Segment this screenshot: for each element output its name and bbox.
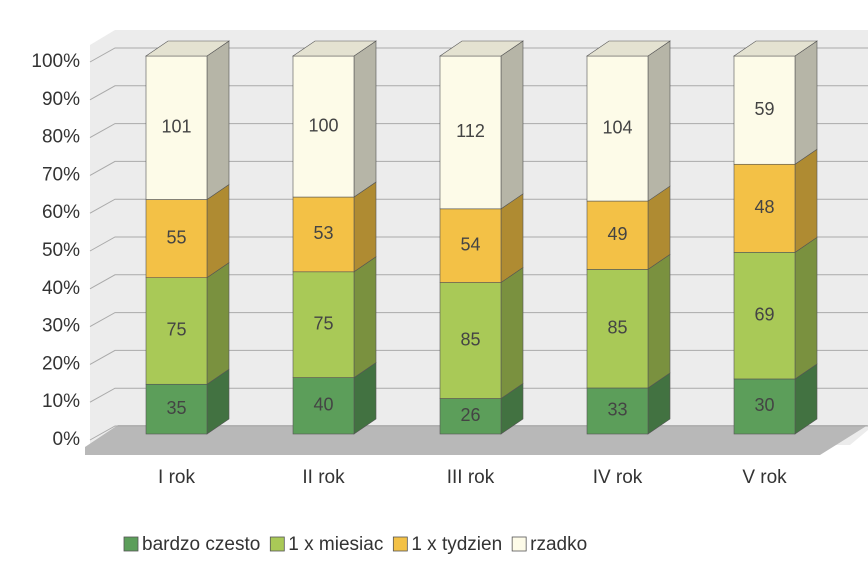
x-tick-label: I rok [158,467,195,488]
bar [439,55,502,210]
x-tick-label: III rok [447,467,495,488]
bar-top [145,40,230,57]
data-label: 101 [161,117,191,137]
bar [733,378,796,435]
bar-side [206,183,230,279]
bar [733,252,796,380]
bar [439,282,502,399]
data-label: 100 [308,115,338,135]
bar-side [500,193,524,284]
bar-side [206,40,230,201]
bar [733,55,796,165]
legend-swatch [392,536,408,552]
bar-side [647,40,671,202]
y-tick-label: 80% [42,127,80,148]
data-label: 85 [607,317,627,337]
bar-top [733,40,818,57]
bar [292,271,355,378]
data-label: 26 [460,405,480,425]
bar-side [353,181,377,273]
y-tick-label: 70% [42,164,80,185]
bar-top [586,40,671,57]
data-label: 104 [602,117,632,137]
bar [586,55,649,202]
bar [145,383,208,435]
legend-label: 1 x tydzien [411,534,502,555]
bar [586,269,649,389]
bar [439,208,502,283]
data-label: 40 [313,395,333,415]
legend-swatch [123,536,139,552]
data-label: 49 [607,224,627,244]
bar-side [794,236,818,380]
legend-label: bardzo czesto [142,534,260,555]
data-label: 54 [460,234,480,254]
y-tick-label: 10% [42,391,80,412]
bar-side [353,256,377,379]
data-label: 33 [607,400,627,420]
bar [145,199,208,278]
bar [586,387,649,435]
bar [145,277,208,385]
bar-side [353,40,377,198]
legend-label: rzadko [530,534,587,555]
legend-label: 1 x miesiac [288,534,383,555]
floor [85,425,868,455]
data-label: 112 [456,121,485,141]
x-tick-label: II rok [302,467,345,488]
bar [145,55,208,200]
bar-side [794,148,818,253]
y-tick-label: 50% [42,240,80,261]
bar [439,398,502,435]
bar-side [794,40,818,165]
y-tick-label: 90% [42,89,80,110]
data-label: 59 [754,99,774,119]
y-tick-label: 20% [42,353,80,374]
data-label: 75 [166,320,186,340]
bar-side [647,253,671,389]
y-tick-label: 60% [42,202,80,223]
data-label: 35 [166,398,186,418]
data-label: 69 [754,304,774,324]
data-label: 48 [754,197,774,217]
data-label: 55 [166,227,186,247]
y-tick-label: 100% [31,51,80,72]
bar-side [206,262,230,385]
data-label: 53 [313,223,333,243]
bar [292,377,355,435]
data-label: 85 [460,329,480,349]
bar [292,55,355,198]
data-label: 75 [313,313,333,333]
bar [292,196,355,273]
legend-swatch [269,536,285,552]
bar-side [500,266,524,400]
y-tick-label: 0% [53,429,81,450]
bar [733,163,796,253]
bar-top [439,40,524,57]
y-tick-label: 30% [42,316,80,337]
x-tick-label: V rok [742,467,787,488]
x-tick-label: IV rok [593,467,643,488]
bar-top [292,40,377,57]
bar-side [500,40,524,210]
bar [586,200,649,270]
y-tick-label: 40% [42,278,80,299]
legend-swatch [511,536,527,552]
data-label: 30 [754,395,774,415]
